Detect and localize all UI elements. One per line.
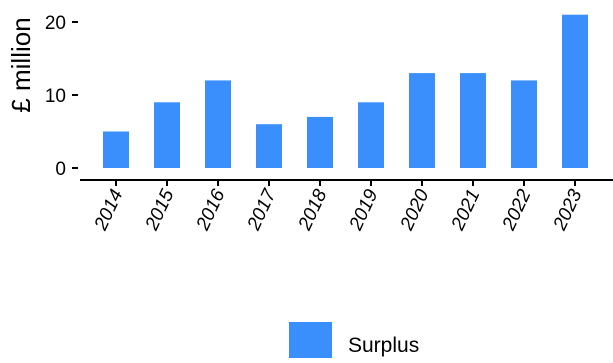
y-tick-label-10: 10 bbox=[45, 86, 66, 107]
bar-2017 bbox=[256, 124, 282, 168]
x-tick-label-2015: 2015 bbox=[141, 186, 179, 234]
x-tick-label-2022: 2022 bbox=[498, 186, 536, 234]
bar-2020 bbox=[409, 73, 435, 168]
x-tick-label-2017: 2017 bbox=[243, 185, 281, 234]
legend-label-surplus: Surplus bbox=[348, 334, 419, 357]
x-tick-label-2019: 2019 bbox=[345, 186, 383, 234]
bar-2022 bbox=[511, 80, 537, 168]
bar-2016 bbox=[205, 80, 231, 168]
y-axis: 0 10 20 bbox=[45, 13, 78, 180]
bar-2018 bbox=[307, 116, 333, 168]
y-axis-label: £ million bbox=[6, 17, 36, 112]
x-axis: 2014 2015 2016 2017 2018 2019 2020 2021 2022 2023 bbox=[80, 179, 613, 234]
bar-2023 bbox=[562, 14, 588, 169]
x-tick-label-2016: 2016 bbox=[192, 186, 230, 234]
bars-group bbox=[103, 14, 588, 169]
y-tick-label-20: 20 bbox=[45, 13, 66, 34]
bar-2015 bbox=[154, 102, 180, 168]
legend-swatch-surplus bbox=[289, 322, 332, 358]
x-tick-label-2014: 2014 bbox=[90, 186, 127, 234]
x-tick-label-2018: 2018 bbox=[294, 186, 332, 234]
x-tick-label-2021: 2021 bbox=[447, 186, 484, 234]
x-tick-label-2023: 2023 bbox=[549, 186, 587, 234]
y-tick-label-0: 0 bbox=[55, 159, 66, 180]
bar-2019 bbox=[358, 102, 384, 168]
bar-2014 bbox=[103, 131, 129, 168]
bar-2021 bbox=[460, 73, 486, 168]
legend: Surplus bbox=[289, 322, 419, 358]
x-tick-label-2020: 2020 bbox=[396, 186, 434, 234]
